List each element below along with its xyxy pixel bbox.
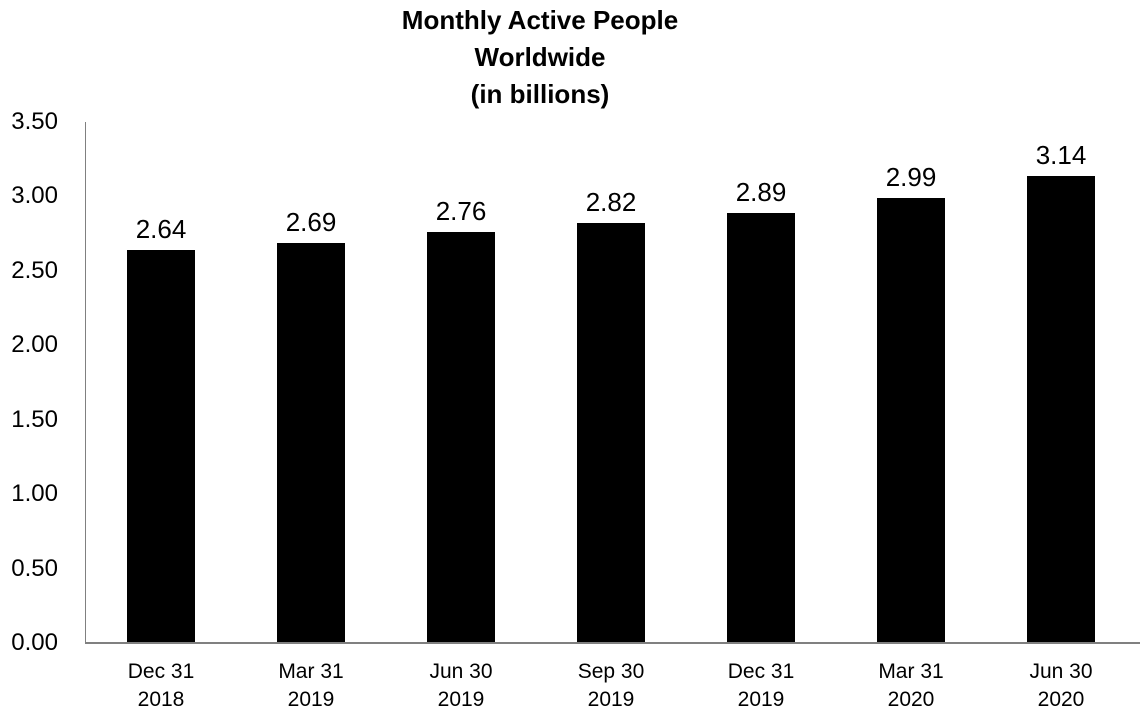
x-tick-label-line: Mar 31 [878,660,944,683]
bar-value-label: 3.14 [1035,140,1087,170]
x-tick-label-line: 2019 [587,688,635,711]
y-tick-label: 3.00 [11,182,58,210]
x-tick-label: Sep 30 2019 [551,658,671,714]
bar-value-label: 2.76 [435,196,487,226]
y-axis-line [85,122,86,643]
bar [1027,176,1095,643]
y-tick-label: 0.00 [11,629,58,656]
chart-title: Monthly Active People Worldwide (in bill… [240,2,840,113]
bar-value-label: 2.69 [285,207,337,237]
bar [277,243,345,643]
x-tick-label-line: Sep 30 [577,660,645,683]
bar-value-label: 2.82 [585,187,637,217]
y-tick-label: 3.50 [11,108,58,135]
x-tick-label: Jun 30 2019 [401,658,521,714]
bar [427,232,495,643]
x-tick-label: Mar 31 2020 [851,658,971,714]
chart-title-line-2: Worldwide [474,42,606,72]
bar [727,213,795,643]
bar [877,198,945,643]
bar [577,223,645,643]
y-tick-label: 2.00 [11,331,58,359]
x-axis-line [85,642,1140,644]
bar-value-label: 2.64 [135,214,187,244]
x-tick-label-line: Jun 30 [1029,660,1093,683]
y-tick-label: 0.50 [11,554,58,582]
bar-value-label: 2.89 [735,177,787,207]
x-tick-label-line: 2020 [1037,688,1085,711]
x-tick-label-line: 2019 [437,688,485,711]
x-tick-label-line: 2019 [287,688,335,711]
y-tick-label: 1.50 [11,405,58,433]
x-tick-label-line: 2020 [887,688,935,711]
bar-value-label: 2.99 [885,162,937,192]
x-tick-label-line: Dec 31 [727,660,795,683]
x-tick-label-line: Mar 31 [278,660,344,683]
x-tick-label-line: 2019 [737,688,785,711]
x-tick-label-line: 2018 [137,688,185,711]
y-tick-label: 1.00 [11,480,58,508]
x-tick-label: Dec 31 2018 [101,658,221,714]
x-tick-label-line: Dec 31 [127,660,195,683]
x-tick-label: Jun 30 2020 [1001,658,1121,714]
bar [127,250,195,643]
y-tick-label: 2.50 [11,256,58,284]
x-tick-label-line: Jun 30 [429,660,493,683]
chart-title-line-3: (in billions) [470,79,610,109]
x-tick-label: Mar 31 2019 [251,658,371,714]
chart-title-line-1: Monthly Active People [401,5,679,35]
x-tick-label: Dec 31 2019 [701,658,821,714]
